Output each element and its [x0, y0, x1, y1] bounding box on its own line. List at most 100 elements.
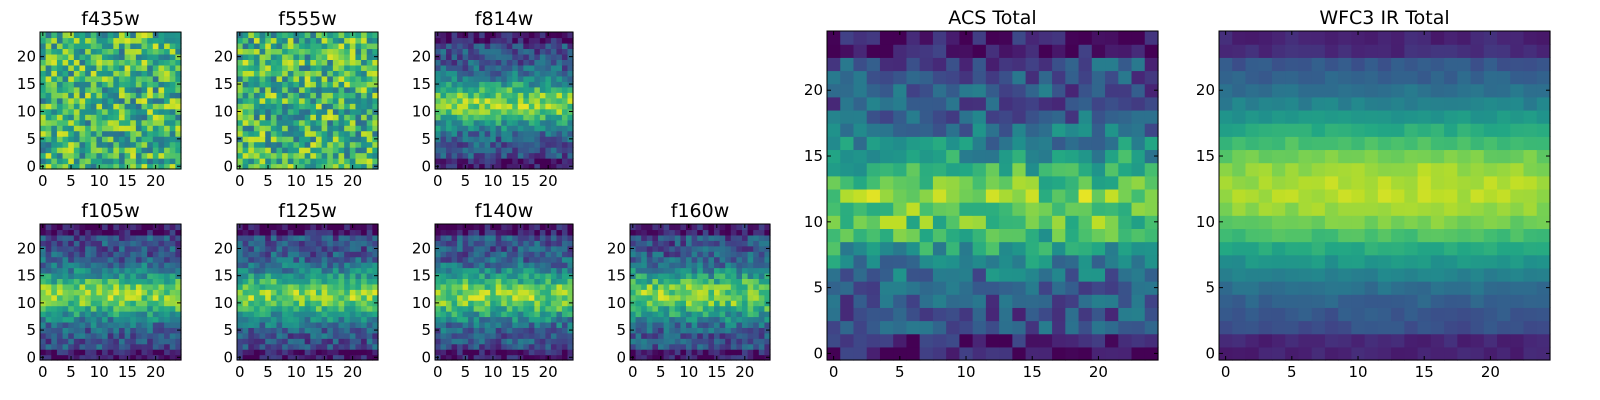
heatmap-cell — [158, 163, 165, 170]
heatmap-cell — [102, 229, 109, 236]
heatmap-cell — [680, 262, 687, 269]
heatmap-cell — [501, 272, 508, 279]
heatmap-cell — [567, 234, 574, 241]
heatmap-cell — [528, 53, 535, 60]
heatmap-cell — [959, 346, 974, 361]
heatmap-cell — [1078, 202, 1093, 216]
heatmap-cell — [435, 234, 442, 241]
heatmap-cell — [680, 267, 687, 274]
heatmap-cell — [495, 354, 502, 361]
heatmap-cell — [893, 149, 908, 164]
heatmap-cell — [62, 37, 69, 44]
heatmap-cell — [446, 158, 453, 165]
heatmap-cell — [473, 272, 480, 279]
heatmap-cell — [96, 278, 103, 285]
heatmap-cell — [327, 305, 334, 312]
heatmap-cell — [62, 136, 69, 143]
heatmap-cell — [152, 48, 160, 55]
heatmap-cell — [534, 136, 541, 143]
heatmap-cell — [658, 278, 665, 285]
heatmap-cell — [62, 86, 69, 93]
heatmap-cell — [102, 289, 109, 296]
heatmap-cell — [118, 245, 126, 252]
heatmap-cell — [315, 152, 323, 159]
heatmap-cell — [1131, 281, 1146, 295]
heatmap-cell — [1144, 307, 1159, 322]
heatmap-cell — [758, 354, 765, 361]
heatmap-cell — [473, 224, 480, 231]
heatmap-cell — [338, 37, 345, 44]
heatmap-cell — [310, 119, 317, 126]
heatmap-cell — [517, 338, 524, 345]
heatmap-cell — [457, 125, 464, 132]
heatmap-cell — [946, 149, 960, 164]
heatmap-cell — [906, 294, 921, 308]
heatmap-cell — [85, 141, 92, 148]
heatmap-cell — [730, 327, 737, 334]
heatmap-cell — [118, 152, 126, 159]
heatmap-cell — [545, 42, 552, 50]
heatmap-cell — [446, 294, 453, 301]
heatmap-cell — [669, 311, 676, 318]
heatmap-cell — [73, 114, 81, 121]
heatmap-cell — [51, 70, 58, 77]
heatmap-cell — [282, 240, 289, 247]
heatmap-cell — [332, 321, 340, 328]
heatmap-cell — [259, 278, 266, 285]
heatmap-cell — [276, 86, 283, 93]
heatmap-cell — [299, 234, 306, 241]
heatmap-cell — [107, 136, 114, 143]
heatmap-cell — [702, 229, 709, 236]
heatmap-cell — [113, 163, 120, 170]
heatmap-cell — [282, 147, 289, 154]
heatmap-cell — [523, 300, 530, 307]
heatmap-cell — [164, 53, 171, 60]
heatmap-cell — [175, 262, 182, 269]
heatmap-cell — [299, 332, 306, 339]
heatmap-cell — [440, 354, 447, 361]
heatmap-cell — [147, 158, 154, 165]
heatmap-cell — [556, 152, 563, 159]
heatmap-cell — [440, 300, 447, 307]
heatmap-cell — [315, 224, 323, 231]
heatmap-cell — [972, 254, 987, 269]
heatmap-cell — [147, 97, 154, 104]
heatmap-cell — [697, 349, 704, 356]
panel-title: f160w — [671, 200, 730, 222]
heatmap-cell — [652, 240, 659, 247]
heatmap-cell — [747, 294, 754, 301]
heatmap-cell — [561, 53, 569, 60]
heatmap-cell — [158, 354, 165, 361]
heatmap-cell — [321, 278, 328, 285]
heatmap-cell — [517, 130, 524, 137]
heatmap-cell — [1118, 188, 1133, 203]
heatmap-cell — [528, 97, 535, 104]
heatmap-cell — [539, 86, 546, 93]
heatmap-cell — [124, 327, 131, 334]
heatmap-cell — [158, 300, 165, 307]
heatmap-cell — [276, 256, 283, 263]
heatmap-cell — [506, 125, 513, 132]
heatmap-cell — [985, 281, 1000, 295]
heatmap-cell — [528, 42, 535, 50]
heatmap-cell — [130, 283, 137, 290]
heatmap-cell — [124, 349, 131, 356]
heatmap-cell — [758, 267, 765, 274]
heatmap-cell — [550, 272, 558, 279]
heatmap-cell — [361, 327, 368, 334]
heatmap-cell — [327, 86, 334, 93]
heatmap-cell — [56, 229, 64, 236]
heatmap-cell — [141, 283, 148, 290]
heatmap-cell — [79, 300, 86, 307]
heatmap-cell — [45, 48, 52, 55]
heatmap-cell — [366, 321, 373, 328]
heatmap-cell — [253, 114, 261, 121]
heatmap-cell — [62, 53, 69, 60]
x-tick-label: 0 — [433, 172, 443, 190]
heatmap-cell — [827, 175, 841, 190]
heatmap-cell — [372, 294, 379, 301]
heatmap-cell — [321, 103, 328, 110]
heatmap-cell — [490, 256, 497, 263]
heatmap-cell — [462, 130, 469, 137]
